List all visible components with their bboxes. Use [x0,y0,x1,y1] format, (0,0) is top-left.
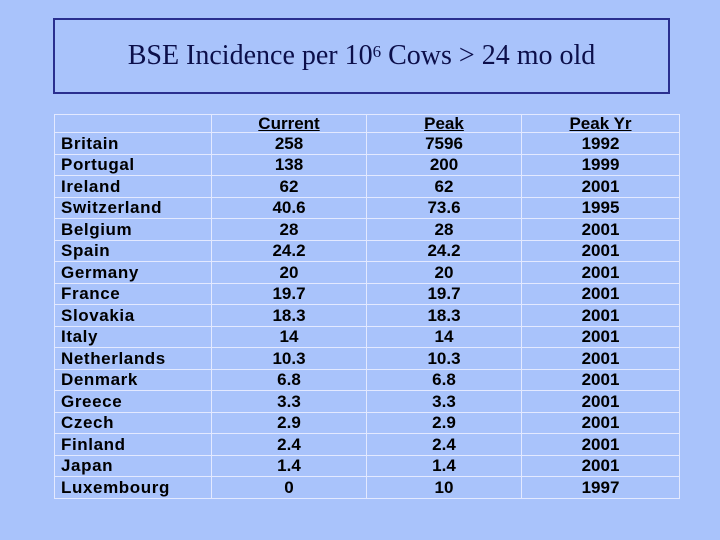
bse-table-container: Current Peak Peak Yr Britain 258 7596 1992 P… [54,114,680,499]
peak-cell: 62 [366,175,522,198]
current-cell: 14 [211,325,367,349]
peak-cell: 14 [366,325,522,349]
peak-cell: 1.4 [366,454,522,478]
country-cell: Ireland [54,175,212,198]
table-row: Slovakia 18.3 18.3 2001 [54,304,680,327]
peak-yr-cell: 2001 [521,454,680,478]
country-cell: Switzerland [54,196,212,220]
current-cell: 0 [211,476,367,499]
peak-cell: 10.3 [366,347,522,370]
peak-yr-cell: 2001 [521,175,680,198]
country-cell: Britain [54,132,212,155]
table-row: Luxembourg 0 10 1997 [54,476,680,499]
current-cell: 2.4 [211,433,367,456]
table-row: Japan 1.4 1.4 2001 [54,454,680,478]
peak-cell: 6.8 [366,368,522,392]
current-cell: 62 [211,175,367,198]
peak-cell: 2.4 [366,433,522,456]
title-suffix: Cows > 24 mo old [381,40,596,71]
current-cell: 1.4 [211,454,367,478]
title-prefix: BSE Incidence per 10 [127,40,373,71]
peak-yr-cell: 2001 [521,325,680,349]
peak-yr-cell: 2001 [521,347,680,370]
table-row: Czech 2.9 2.9 2001 [54,411,680,435]
current-cell: 3.3 [211,390,367,413]
current-cell: 28 [211,218,367,241]
peak-cell: 19.7 [366,282,522,306]
country-cell: Spain [54,239,212,263]
peak-yr-cell: 2001 [521,411,680,435]
table-row: Ireland 62 62 2001 [54,175,680,198]
country-cell: Germany [54,261,212,284]
table-row: Germany 20 20 2001 [54,261,680,284]
current-cell: 40.6 [211,196,367,220]
peak-yr-cell: 2001 [521,218,680,241]
table-row: Netherlands 10.3 10.3 2001 [54,347,680,370]
peak-yr-cell: 2001 [521,433,680,456]
country-cell: Belgium [54,218,212,241]
peak-cell: 3.3 [366,390,522,413]
table-header-row: Current Peak Peak Yr [54,114,680,133]
peak-yr-cell: 1992 [521,132,680,155]
table-row: Britain 258 7596 1992 [54,132,680,155]
peak-cell: 7596 [366,132,522,155]
peak-yr-cell: 2001 [521,261,680,284]
peak-yr-cell: 2001 [521,368,680,392]
table-row: Italy 14 14 2001 [54,325,680,349]
table-row: Finland 2.4 2.4 2001 [54,433,680,456]
table-row: Greece 3.3 3.3 2001 [54,390,680,413]
peak-cell: 20 [366,261,522,284]
country-cell: Italy [54,325,212,349]
table-row: Portugal 138 200 1999 [54,153,680,177]
country-cell: Portugal [54,153,212,177]
header-country [54,114,212,133]
country-cell: Netherlands [54,347,212,370]
table-row: Denmark 6.8 6.8 2001 [54,368,680,392]
country-cell: Czech [54,411,212,435]
peak-cell: 18.3 [366,304,522,327]
table-row: Belgium 28 28 2001 [54,218,680,241]
current-cell: 24.2 [211,239,367,263]
peak-yr-cell: 1995 [521,196,680,220]
peak-yr-cell: 2001 [521,239,680,263]
current-cell: 138 [211,153,367,177]
country-cell: Japan [54,454,212,478]
peak-cell: 73.6 [366,196,522,220]
current-cell: 2.9 [211,411,367,435]
current-cell: 6.8 [211,368,367,392]
header-peak: Peak [366,114,522,133]
peak-yr-cell: 1999 [521,153,680,177]
peak-cell: 28 [366,218,522,241]
peak-yr-cell: 2001 [521,282,680,306]
header-peak-yr: Peak Yr [521,114,680,133]
peak-cell: 2.9 [366,411,522,435]
peak-yr-cell: 1997 [521,476,680,499]
country-cell: Slovakia [54,304,212,327]
country-cell: Finland [54,433,212,456]
country-cell: Greece [54,390,212,413]
country-cell: Denmark [54,368,212,392]
table-body: Britain 258 7596 1992 Portugal 138 200 1999 Irel… [54,132,680,499]
table-row: Switzerland 40.6 73.6 1995 [54,196,680,220]
current-cell: 18.3 [211,304,367,327]
peak-cell: 24.2 [366,239,522,263]
country-cell: Luxembourg [54,476,212,499]
bse-incidence-table: Current Peak Peak Yr Britain 258 7596 1992 P… [54,114,680,499]
peak-yr-cell: 2001 [521,390,680,413]
country-cell: France [54,282,212,306]
header-current: Current [211,114,367,133]
current-cell: 19.7 [211,282,367,306]
slide-title: BSE Incidence per 10 6 Cows > 24 mo old [53,18,670,94]
current-cell: 20 [211,261,367,284]
current-cell: 10.3 [211,347,367,370]
peak-cell: 10 [366,476,522,499]
table-row: Spain 24.2 24.2 2001 [54,239,680,263]
table-row: France 19.7 19.7 2001 [54,282,680,306]
current-cell: 258 [211,132,367,155]
peak-cell: 200 [366,153,522,177]
title-superscript: 6 [372,42,382,61]
peak-yr-cell: 2001 [521,304,680,327]
